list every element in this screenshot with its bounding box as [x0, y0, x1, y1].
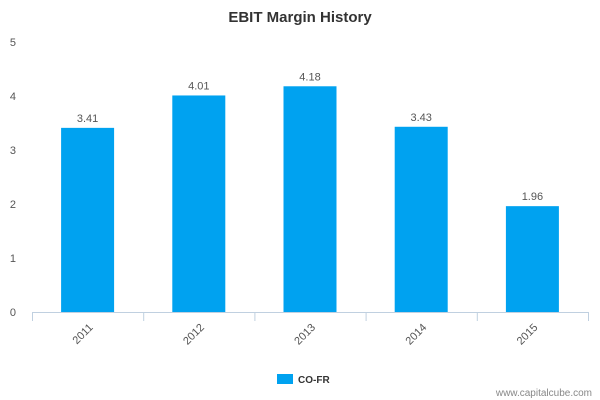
bar-2012[interactable] [172, 95, 226, 313]
bar-2013[interactable] [283, 86, 337, 312]
legend-label: CO-FR [298, 375, 330, 386]
bar-2015[interactable] [505, 206, 559, 312]
data-label-2013: 4.18 [299, 71, 320, 83]
data-label-2012: 4.01 [188, 80, 209, 92]
y-axis: 0 1 2 3 4 5 [10, 37, 16, 319]
y-tick-label-3: 3 [10, 145, 16, 157]
x-tick-label-2013: 2013 [292, 322, 318, 348]
x-axis: 2011 2012 2013 2014 2015 [32, 312, 589, 347]
data-label-2015: 1.96 [522, 191, 543, 203]
y-tick-label-1: 1 [10, 253, 16, 265]
x-tick-label-2015: 2015 [515, 322, 541, 348]
y-tick-label-0: 0 [10, 307, 16, 319]
legend[interactable]: CO-FR [277, 374, 330, 386]
bar-2014[interactable] [394, 126, 448, 312]
data-labels: 3.41 4.01 4.18 3.43 1.96 [77, 71, 543, 203]
bar-2011[interactable] [61, 127, 115, 312]
chart-title: EBIT Margin History [228, 9, 372, 26]
bars [61, 86, 559, 313]
x-tick-label-2012: 2012 [181, 322, 207, 348]
x-tick-label-2014: 2014 [404, 322, 430, 348]
y-tick-label-4: 4 [10, 91, 16, 103]
y-tick-label-5: 5 [10, 37, 16, 49]
y-tick-label-2: 2 [10, 199, 16, 211]
data-label-2011: 3.41 [77, 113, 98, 125]
credit-text: www.capitalcube.com [495, 388, 592, 399]
data-label-2014: 3.43 [410, 112, 431, 124]
x-tick-label-2011: 2011 [71, 322, 96, 347]
legend-swatch [277, 374, 293, 384]
